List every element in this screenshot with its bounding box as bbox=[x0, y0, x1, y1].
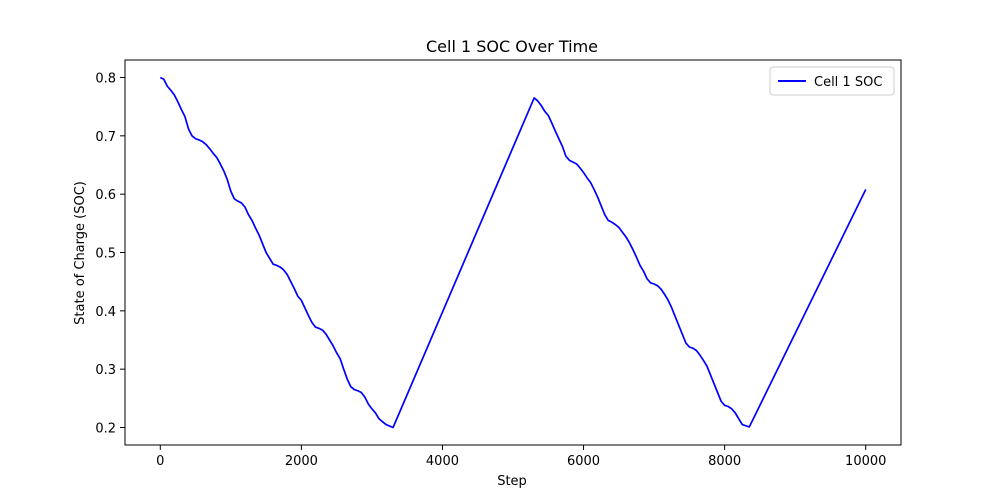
y-tick-label: 0.7 bbox=[95, 130, 116, 145]
chart-title: Cell 1 SOC Over Time bbox=[426, 37, 598, 56]
x-tick-label: 4000 bbox=[426, 454, 459, 469]
x-axis-label: Step bbox=[497, 474, 527, 489]
legend-box bbox=[769, 66, 895, 96]
y-tick-label: 0.8 bbox=[95, 72, 116, 87]
plot-frame bbox=[124, 59, 902, 446]
y-tick-label: 0.5 bbox=[95, 247, 116, 262]
y-axis-label: State of Charge (SOC) bbox=[73, 181, 88, 325]
y-tick-label: 0.2 bbox=[95, 422, 116, 437]
x-tick-label: 6000 bbox=[567, 454, 600, 469]
legend-label-cell-1-soc: Cell 1 SOC bbox=[814, 75, 882, 90]
x-tick-label: 10000 bbox=[845, 454, 886, 469]
legend: Cell 1 SOC bbox=[769, 66, 895, 96]
y-tick-label: 0.6 bbox=[95, 188, 116, 203]
y-tick-label: 0.3 bbox=[95, 363, 116, 378]
x-tick-label: 0 bbox=[156, 454, 164, 469]
x-tick-label: 8000 bbox=[708, 454, 741, 469]
x-tick-label: 2000 bbox=[285, 454, 318, 469]
series-line-cell-1-soc bbox=[159, 76, 867, 429]
y-tick-label: 0.4 bbox=[95, 305, 116, 320]
plot-area: 0 2000 4000 6000 8000 10000 0.2 0.3 0.4 0.5 0.6 0.7… bbox=[95, 59, 902, 469]
